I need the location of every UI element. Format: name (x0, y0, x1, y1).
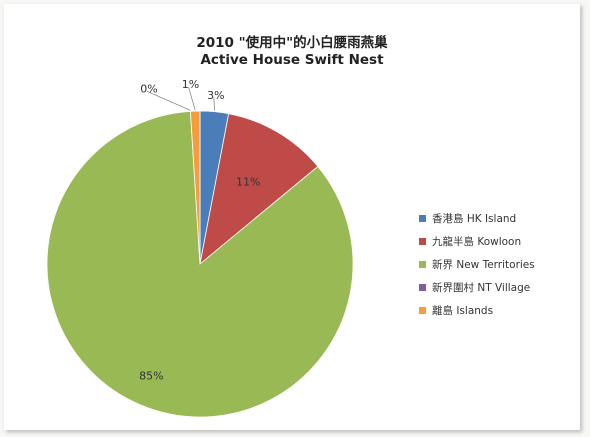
legend-label: 九龍半島 Kowloon (432, 236, 522, 248)
legend-item: 新界 New Territories (419, 253, 535, 276)
pie-slice (46, 110, 354, 418)
legend-swatch (419, 238, 426, 245)
legend-swatch (419, 215, 426, 222)
data-label: 1% (182, 78, 199, 91)
label-leader-line (188, 86, 196, 111)
legend-label: 新界圍村 NT Village (432, 282, 531, 294)
legend: 香港島 HK Island 九龍半島 Kowloon 新界 New Territ… (419, 207, 535, 322)
chart-subtitle: Active House Swift Nest (200, 52, 384, 68)
legend-item: 香港島 HK Island (419, 207, 535, 230)
label-leader-line (146, 91, 191, 111)
data-label: 0% (140, 82, 157, 95)
legend-label: 離島 Islands (432, 305, 494, 317)
pie-slice (199, 113, 319, 266)
legend-label: 香港島 HK Island (432, 213, 517, 225)
legend-item: 離島 Islands (419, 299, 535, 322)
legend-swatch (419, 284, 426, 291)
chart-title: 2010 "使用中"的小白腰雨燕巢 (196, 35, 388, 51)
chart-card: 2010 "使用中"的小白腰雨燕巢 Active House Swift Nes… (4, 4, 580, 430)
legend-swatch (419, 307, 426, 314)
label-leader-line (213, 97, 215, 111)
pie-slice (189, 110, 201, 265)
data-label: 11% (236, 175, 260, 188)
legend-swatch (419, 261, 426, 268)
legend-label: 新界 New Territories (432, 259, 535, 271)
legend-item: 九龍半島 Kowloon (419, 230, 535, 253)
data-label: 85% (139, 369, 163, 382)
data-label: 3% (207, 89, 224, 102)
pie-chart: 3% 11% 85% 0% 1% (46, 78, 354, 418)
legend-item: 新界圍村 NT Village (419, 276, 535, 299)
